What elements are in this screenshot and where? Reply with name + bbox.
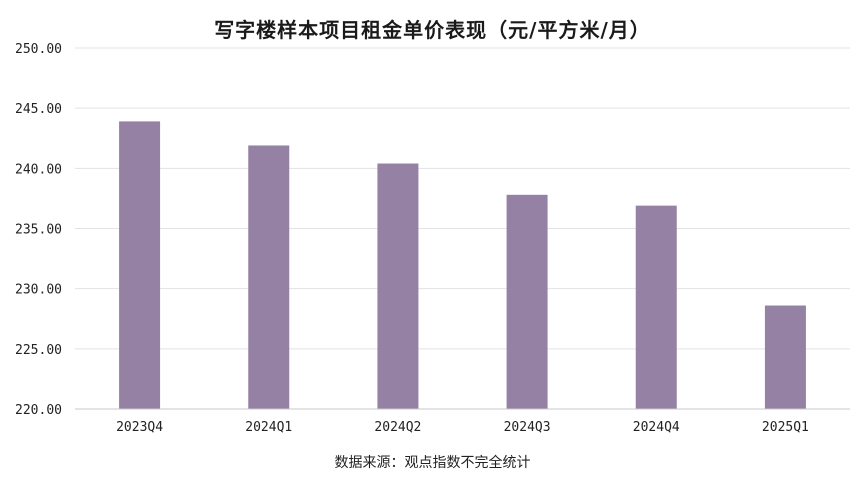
x-tick-label: 2024Q2	[374, 420, 421, 435]
bar-2025Q1	[764, 305, 806, 409]
x-tick-label: 2024Q4	[633, 420, 680, 435]
y-tick-label: 240.00	[15, 162, 62, 177]
source-note: 数据来源：观点指数不完全统计	[334, 455, 531, 471]
x-tick-label: 2024Q3	[504, 420, 551, 435]
y-tick-label: 250.00	[15, 42, 62, 57]
bar-2024Q1	[248, 145, 290, 409]
y-axis-ticks: 220.00 225.00 230.00 235.00 240.00 245.00 250.…	[15, 42, 62, 418]
y-tick-label: 230.00	[15, 283, 62, 298]
y-tick-label: 220.00	[15, 403, 62, 418]
x-axis-ticks: 2023Q4 2024Q1 2024Q2 2024Q3 2024Q4 2025Q1	[116, 420, 809, 435]
x-tick-label: 2025Q1	[762, 420, 809, 435]
x-tick-label: 2024Q1	[245, 420, 292, 435]
y-tick-label: 245.00	[15, 102, 62, 117]
y-tick-label: 225.00	[15, 343, 62, 358]
bar-2024Q4	[635, 205, 677, 409]
y-tick-label: 235.00	[15, 223, 62, 238]
chart-title: 写字楼样本项目租金单价表现（元/平方米/月）	[214, 18, 651, 42]
bar-2024Q3	[506, 194, 548, 409]
bar-2024Q2	[377, 163, 419, 409]
gridlines	[75, 47, 850, 350]
x-tick-label: 2023Q4	[116, 420, 163, 435]
bar-2023Q4	[119, 121, 161, 410]
bars	[119, 121, 806, 410]
